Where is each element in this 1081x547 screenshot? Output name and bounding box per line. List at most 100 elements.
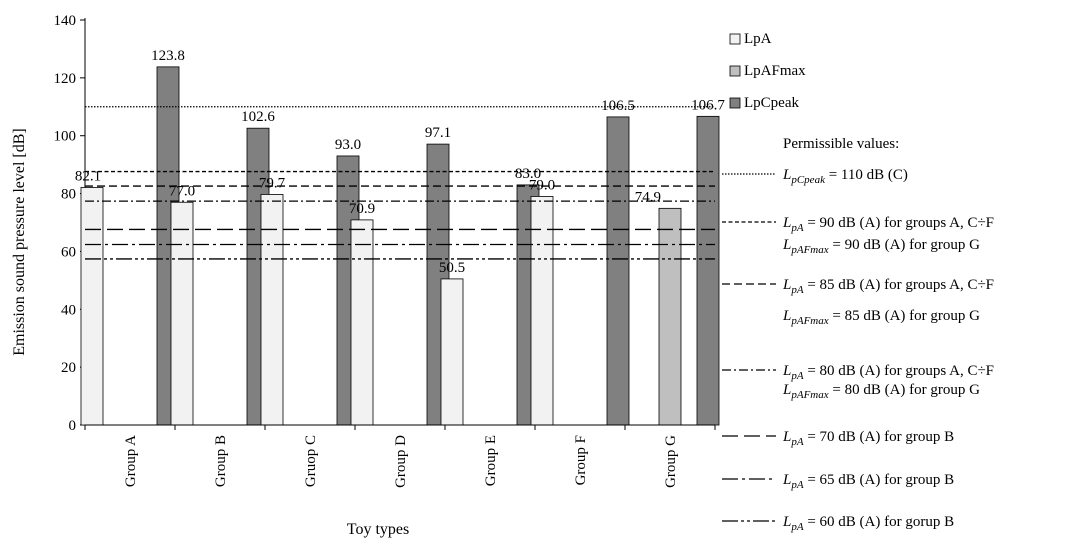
- data-label: 70.9: [349, 201, 375, 217]
- x-tick-label: Group F: [573, 435, 589, 485]
- y-axis-title: Emission sound pressure level [dB]: [11, 128, 28, 356]
- data-labels: 82.1 123.8 77.0 102.6 79.7 93.0 70.9 97.1 50.5 83…: [75, 48, 726, 276]
- legend-label: LpA = 90 dB (A) for groups A, C÷F: [782, 215, 994, 234]
- legend-label: LpAFmax = 85 dB (A) for group G: [782, 308, 980, 327]
- data-label: 97.1: [425, 125, 451, 141]
- bar-LpAFmax: [658, 207, 682, 426]
- bar-LpA: [170, 201, 194, 426]
- data-label: 102.6: [241, 109, 275, 125]
- legend-item-reference-short-dash: LpA = 90 dB (A) for groups A, C÷FLpAFmax…: [722, 215, 994, 256]
- x-axis: Group A Group B Gruop C Group D Group E Group…: [84, 424, 716, 488]
- x-tick-label: Group D: [393, 435, 409, 488]
- y-tick-label: 100: [54, 129, 77, 145]
- legend-item-LpAFmax: LpAFmax: [729, 63, 806, 79]
- legend-label-part: L: [782, 363, 791, 379]
- legend-item-reference-dash: LpA = 85 dB (A) for groups A, C÷FLpAFmax…: [722, 277, 994, 327]
- data-label: 83.0: [515, 166, 541, 182]
- data-label: 77.0: [169, 183, 195, 199]
- legend-label-part: L: [782, 167, 791, 183]
- legend-label: LpA = 60 dB (A) for gorup B: [782, 514, 954, 533]
- x-axis-title: Toy types: [347, 521, 409, 538]
- legend-label-part: = 80 dB (A) for groups A, C÷F: [804, 363, 994, 379]
- legend-label-part: L: [782, 472, 791, 488]
- data-label: 93.0: [335, 137, 361, 153]
- bar-LpA: [440, 278, 464, 426]
- legend-swatch: [729, 65, 741, 77]
- x-tick-label: Group B: [213, 435, 229, 487]
- legend-label-part: L: [782, 308, 791, 324]
- data-label: 123.8: [151, 48, 185, 64]
- y-tick-label: 140: [54, 13, 77, 29]
- data-label: 50.5: [439, 260, 465, 276]
- data-label: 79.0: [529, 177, 555, 193]
- legend-label-part: L: [782, 382, 791, 398]
- legend-item-reference-long-dash-dot-dot: LpA = 60 dB (A) for gorup B: [722, 514, 954, 533]
- legend-item-reference-long-dash-dot: LpA = 65 dB (A) for group B: [722, 472, 954, 491]
- bar-LpCpeak: [606, 116, 630, 426]
- legend-label-part: = 80 dB (A) for group G: [829, 382, 981, 398]
- legend-item-reference-long-dash: LpA = 70 dB (A) for group B: [722, 429, 954, 448]
- bar-LpA: [80, 187, 104, 426]
- legend-label-part: = 85 dB (A) for group G: [829, 308, 981, 324]
- legend-label-part: pA: [790, 370, 804, 382]
- legend-item-LpA: LpA: [729, 31, 772, 47]
- legend-label-part: pA: [790, 436, 804, 448]
- legend-item-reference-dash-dot: LpA = 80 dB (A) for groups A, C÷FLpAFmax…: [722, 363, 994, 401]
- y-tick-label: 80: [61, 187, 76, 203]
- legend-swatch: [729, 33, 741, 45]
- data-label: 106.5: [601, 98, 635, 114]
- legend-label-part: L: [782, 429, 791, 445]
- legend-label: LpA = 85 dB (A) for groups A, C÷F: [782, 277, 994, 296]
- reference-lines: [85, 106, 715, 260]
- legend-label-part: = 60 dB (A) for gorup B: [804, 514, 955, 530]
- legend-item-LpCpeak: LpCpeak: [729, 95, 799, 111]
- legend-label: Permissible values:: [783, 136, 899, 152]
- legend-label-part: L: [782, 277, 791, 293]
- legend-label-part: = 90 dB (A) for group G: [829, 237, 981, 253]
- legend-label: LpAFmax: [744, 63, 806, 79]
- data-label: 106.7: [691, 97, 725, 113]
- legend-label: LpAFmax = 80 dB (A) for group G: [782, 382, 980, 401]
- legend-swatch: [729, 97, 741, 109]
- y-axis: 0 20 40 60 80 100 120 140: [54, 13, 86, 434]
- bar-LpA: [530, 196, 554, 426]
- legend-label: LpA = 65 dB (A) for group B: [782, 472, 954, 491]
- x-tick-label: Group A: [123, 435, 139, 487]
- legend-label: LpA: [744, 31, 772, 47]
- y-tick-label: 120: [54, 71, 77, 87]
- bar-LpCpeak: [696, 115, 720, 426]
- x-tick-label: Gruop C: [303, 435, 319, 487]
- legend-label: LpA = 70 dB (A) for group B: [782, 429, 954, 448]
- legend-label: LpCpeak: [744, 95, 799, 111]
- bar-LpA: [350, 219, 374, 426]
- legend-label-part: = 110 dB (C): [825, 167, 908, 183]
- legend-label-part: pAFmax: [790, 389, 828, 401]
- y-tick-label: 20: [61, 360, 76, 376]
- legend-label-part: = 90 dB (A) for groups A, C÷F: [804, 215, 994, 231]
- y-tick-label: 40: [61, 302, 76, 318]
- legend-label-part: L: [782, 514, 791, 530]
- legend-label-part: L: [782, 215, 791, 231]
- x-tick-label: Group E: [483, 435, 499, 486]
- legend-label-part: pAFmax: [790, 244, 828, 256]
- legend-label-part: pAFmax: [790, 315, 828, 327]
- legend-label-part: = 65 dB (A) for group B: [804, 472, 955, 488]
- legend-label-part: pA: [790, 479, 804, 491]
- bar-layer: [80, 66, 720, 426]
- data-label: 82.1: [75, 168, 101, 184]
- legend-label-part: = 70 dB (A) for group B: [804, 429, 955, 445]
- legend-label: LpAFmax = 90 dB (A) for group G: [782, 237, 980, 256]
- legend-label: LpA = 80 dB (A) for groups A, C÷F: [782, 363, 994, 382]
- legend-item-reference-dotted: Permissible values: LpCpeak = 110 dB (C): [722, 136, 908, 186]
- y-tick-label: 60: [61, 244, 76, 260]
- data-label: 74.9: [635, 189, 661, 205]
- legend-label-part: L: [782, 237, 791, 253]
- y-tick-label: 0: [69, 418, 77, 434]
- legend-label-part: pA: [790, 222, 804, 234]
- data-label: 79.7: [259, 175, 286, 191]
- legend-label-part: = 85 dB (A) for groups A, C÷F: [804, 277, 994, 293]
- legend-label-part: pA: [790, 521, 804, 533]
- legend-label-part: pCpeak: [790, 174, 826, 186]
